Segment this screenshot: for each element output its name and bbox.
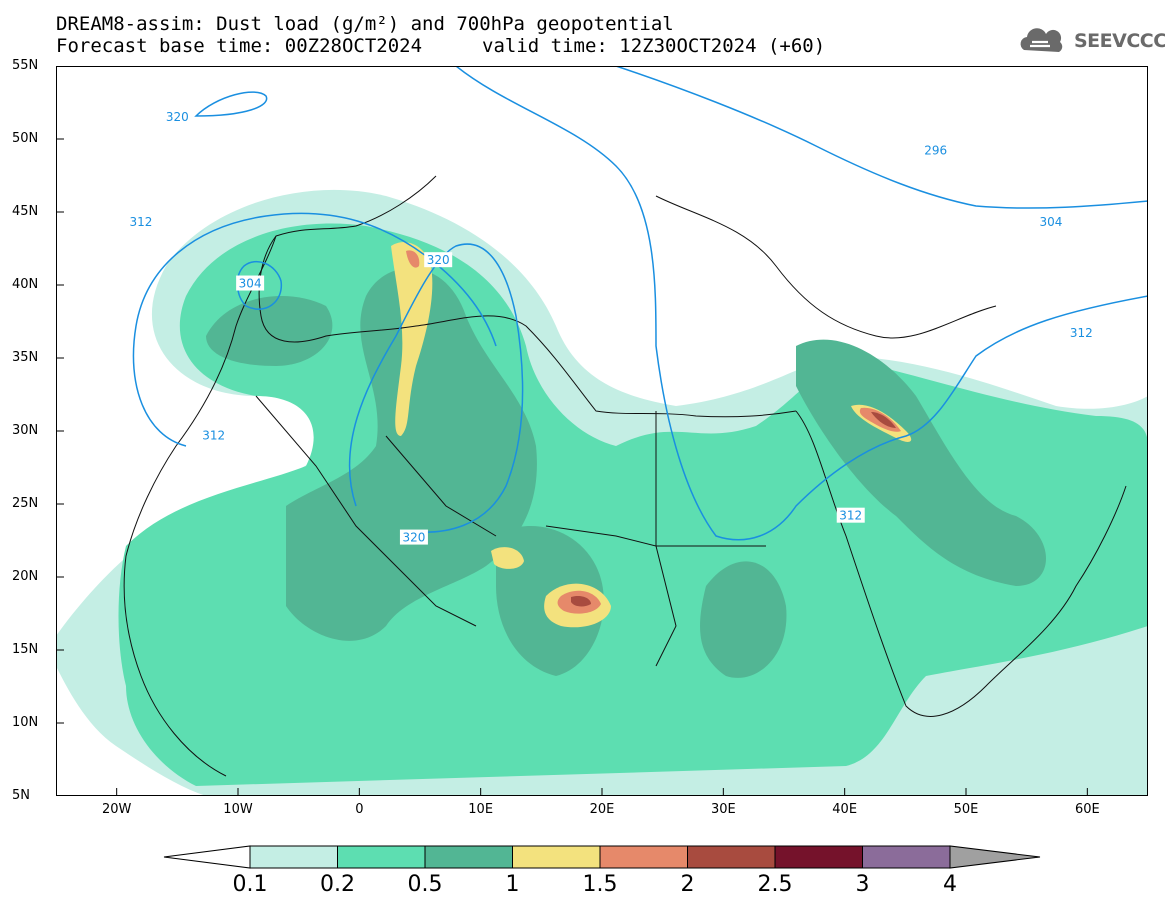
colorbar-swatch: [774, 845, 863, 869]
contour-label: 312: [202, 428, 225, 442]
colorbar-level-label: 1.5: [582, 872, 618, 897]
colorbar-level-label: 3: [855, 872, 870, 897]
geopotential-contours: [132, 66, 1148, 541]
colorbar-level-label: 2: [680, 872, 695, 897]
colorbar-level-label: 0.1: [232, 872, 268, 897]
contour-label: 312: [129, 215, 152, 229]
colorbar-level-label: 4: [943, 872, 957, 897]
colorbar-swatch: [424, 845, 513, 869]
dust-map: 320 312 304 320 312 320 296 304 312 312: [56, 66, 1148, 796]
colorbar-swatch: [687, 845, 776, 869]
lat-tick-label: 20N: [12, 569, 39, 584]
lon-tick-label: 0: [355, 802, 364, 817]
contour-labels: 320 312 304 320 312 320 296 304 312 312: [126, 109, 1096, 545]
logo-text: SEEVCCC: [1074, 30, 1165, 52]
lat-tick-label: 45N: [12, 204, 39, 219]
valid-time: valid time: 12Z30OCT2024 (+60): [482, 35, 826, 57]
contour-label: 320: [402, 531, 425, 545]
lon-tick-label: 10E: [468, 802, 494, 817]
forecast-base-time: Forecast base time: 00Z28OCT2024: [56, 35, 423, 57]
contour-label-bg: [1067, 325, 1096, 341]
contour-label-bg: [126, 214, 155, 230]
colorbar-level-label: 0.2: [320, 872, 355, 897]
lon-tick-label: 20W: [101, 802, 132, 817]
lat-tick-label: 55N: [12, 58, 39, 73]
contour-label: 320: [427, 253, 450, 267]
lon-tick-label: 30E: [710, 802, 736, 817]
colorbar-high-extend: [949, 845, 1041, 869]
cloud-icon: [1020, 28, 1063, 52]
colorbar-level-label: 1: [505, 872, 520, 897]
lon-tick-label: 20E: [589, 802, 615, 817]
lat-tick-label: 40N: [12, 277, 39, 292]
lat-tick-label: 10N: [12, 715, 39, 730]
lat-tick-label: 15N: [12, 642, 39, 657]
colorbar-swatch: [599, 845, 688, 869]
contour-label: 296: [924, 144, 947, 158]
contour-label: 320: [166, 110, 189, 124]
contour-label-bg: [836, 507, 865, 523]
contour-label-bg: [399, 529, 428, 545]
colorbar-swatch: [337, 845, 426, 869]
lat-tick-label: 25N: [12, 496, 39, 511]
colorbar-swatch: [512, 845, 601, 869]
colorbar-swatch: [862, 845, 951, 869]
lon-tick-label: 10W: [223, 802, 253, 817]
lat-tick-label: 35N: [12, 350, 39, 365]
contour-label-bg: [199, 427, 228, 443]
lat-tick-label: 5N: [12, 788, 30, 803]
lon-tick-label: 50E: [953, 802, 979, 817]
contour-label: 304: [1039, 215, 1062, 229]
colorbar-level-label: 0.5: [407, 872, 443, 897]
lon-tick-label: 60E: [1074, 802, 1100, 817]
map-title: DREAM8-assim: Dust load (g/m²) and 700hP…: [56, 13, 674, 35]
contour-label-bg: [921, 142, 950, 158]
lat-tick-label: 50N: [12, 131, 39, 146]
dust-shading: [56, 189, 1148, 796]
colorbar-low-extend: [163, 845, 251, 869]
contour-label-bg: [1036, 214, 1065, 230]
contour-label-bg: [236, 275, 265, 291]
colorbar-swatch: [249, 845, 338, 869]
lat-tick-label: 30N: [12, 423, 39, 438]
contour-label: 312: [1070, 326, 1093, 340]
lon-tick-label: 40E: [832, 802, 858, 817]
contour-label-bg: [424, 252, 453, 268]
colorbar: [163, 845, 1041, 869]
contour-label: 312: [839, 509, 862, 523]
contour-label: 304: [239, 277, 262, 291]
colorbar-level-label: 2.5: [757, 872, 793, 897]
contour-label-bg: [163, 109, 192, 125]
